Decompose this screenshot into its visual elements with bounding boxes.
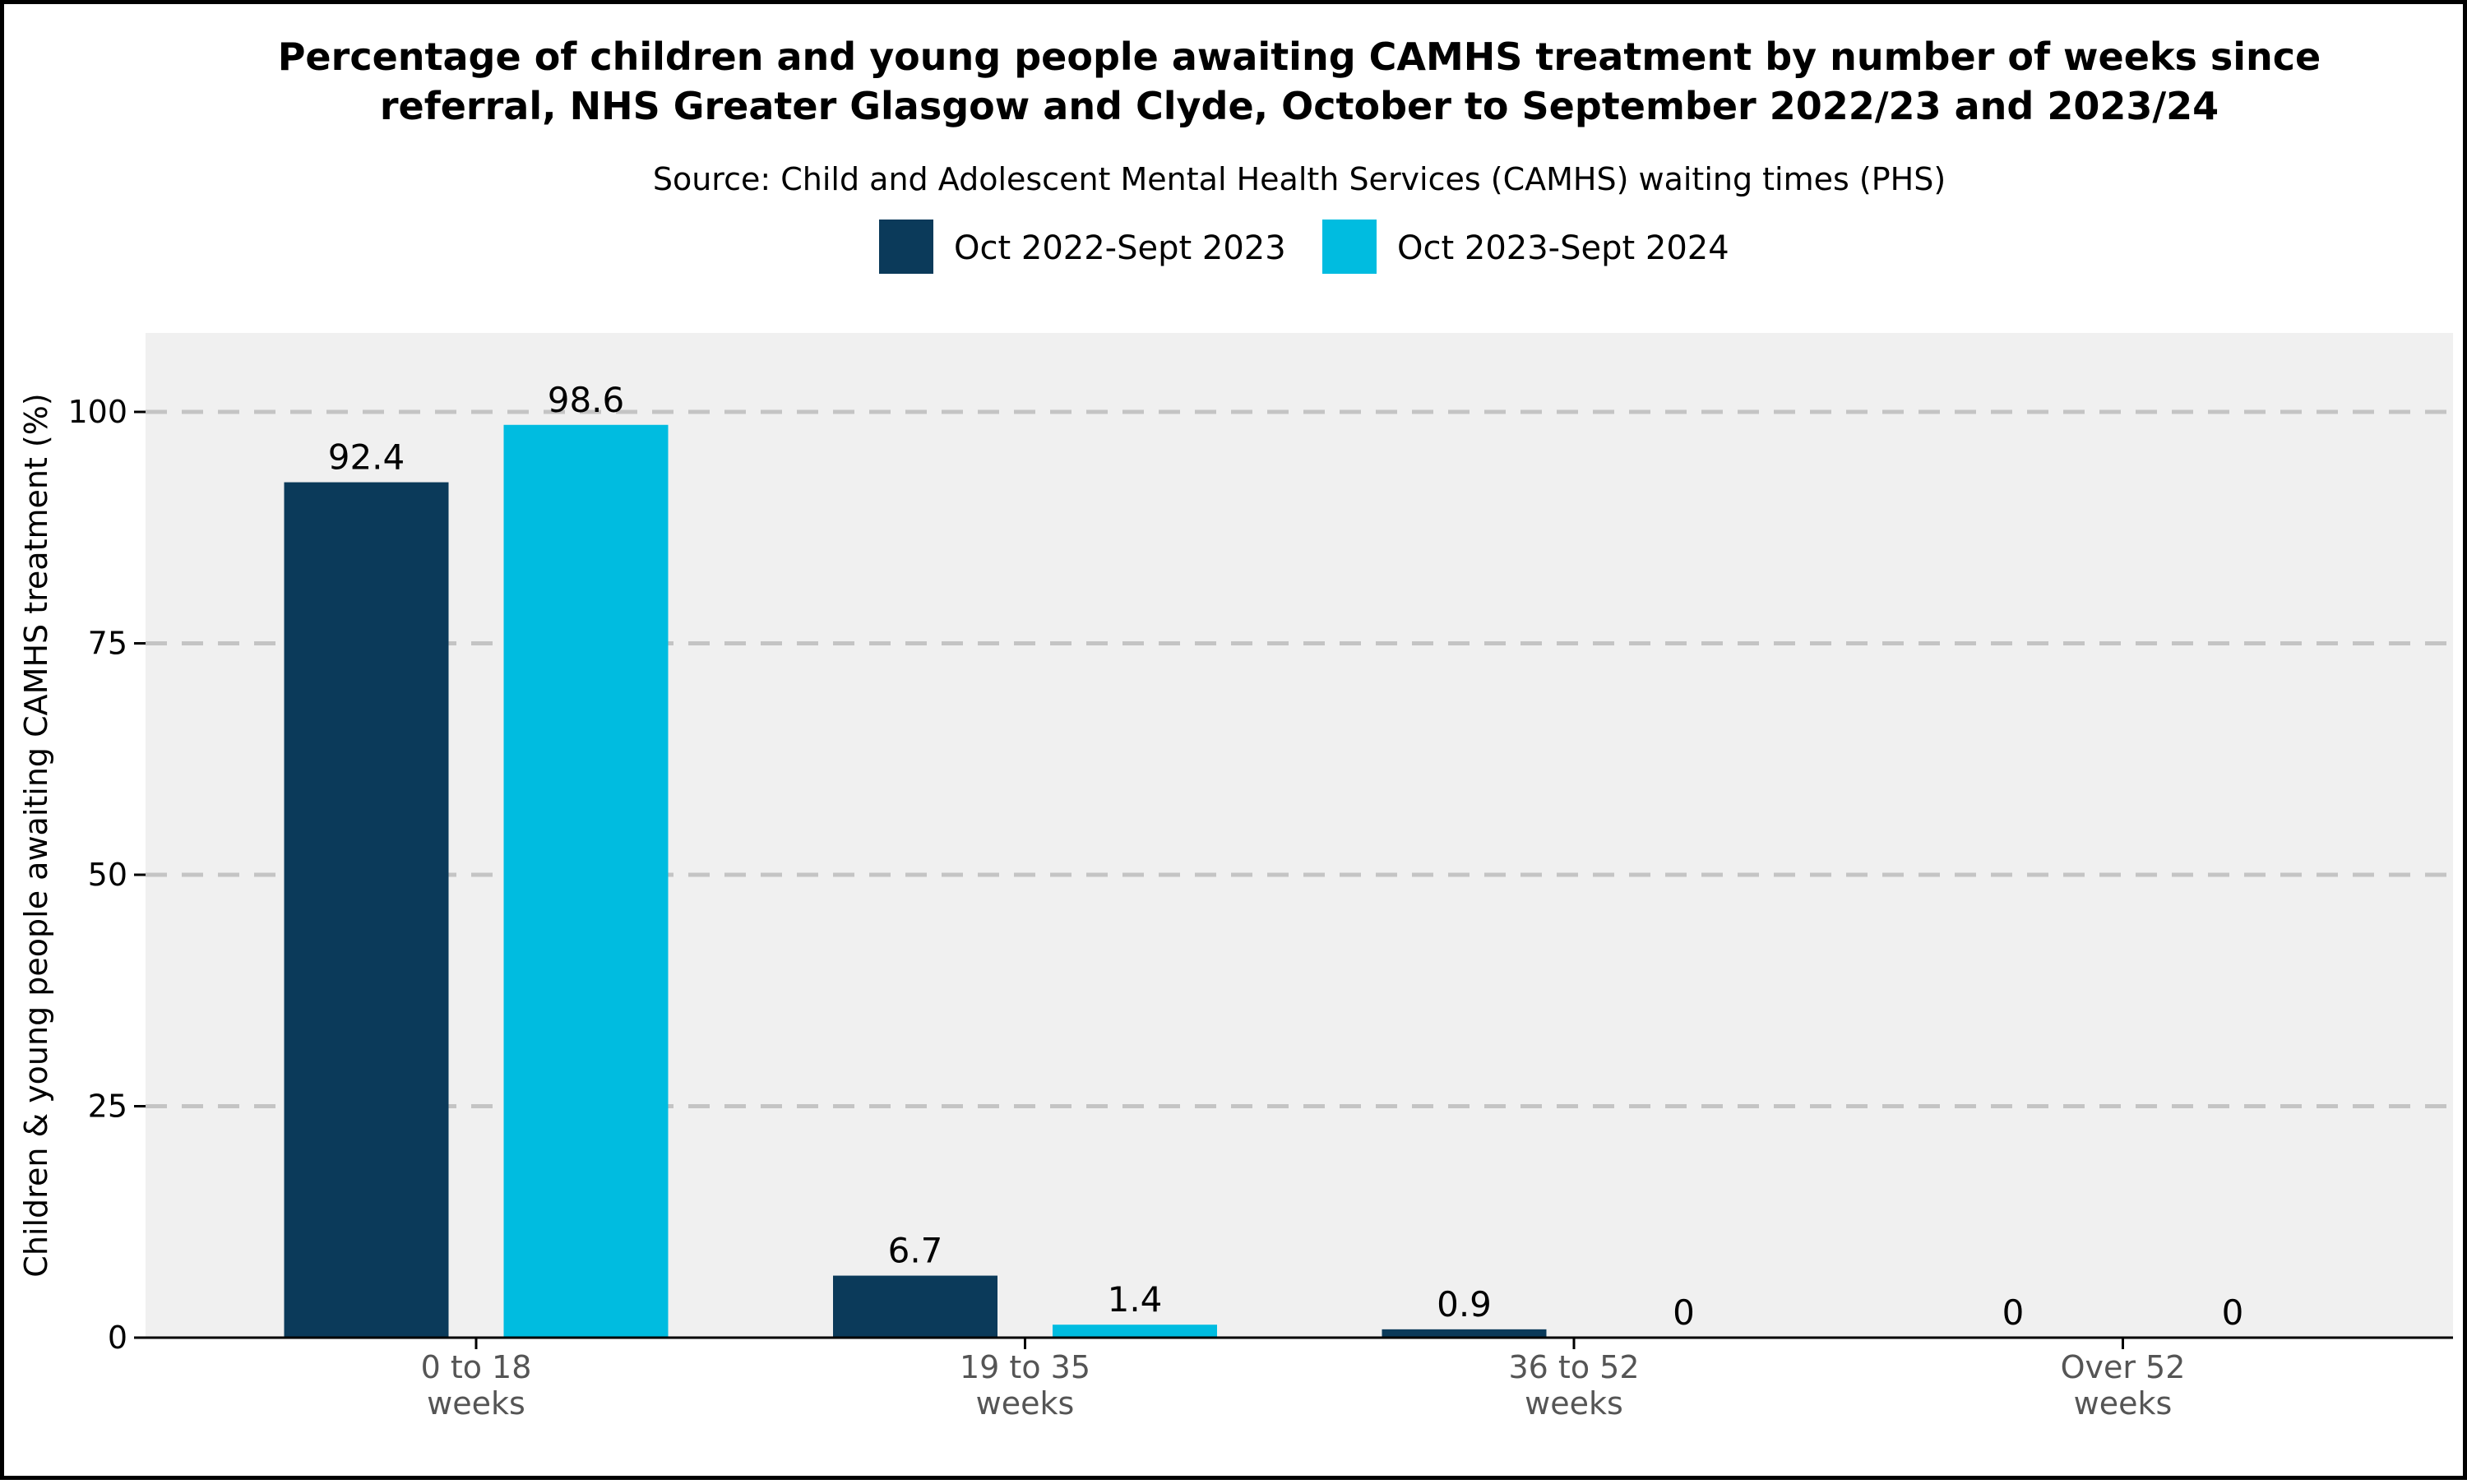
legend-label-1: Oct 2022-Sept 2023 — [954, 229, 1286, 267]
y-axis-label: Children & young people awaiting CAMHS t… — [18, 393, 54, 1277]
chart-subtitle: Source: Child and Adolescent Mental Heal… — [653, 161, 1946, 197]
legend-swatch-2 — [1322, 220, 1377, 274]
y-tick-label-50: 50 — [88, 857, 127, 893]
x-tick-label-3-line-1: 36 to 52 — [1508, 1349, 1639, 1385]
bar-s1-c1 — [284, 482, 449, 1338]
bar-s1-c2 — [833, 1275, 997, 1338]
data-label-s1-c3: 0.9 — [1437, 1284, 1492, 1325]
chart-title-line-2: referral, NHS Greater Glasgow and Clyde,… — [380, 84, 2219, 128]
y-tick-label-25: 25 — [88, 1089, 127, 1125]
y-tick-label-100: 100 — [67, 394, 127, 430]
legend-swatch-1 — [879, 220, 933, 274]
x-tick-label-1-line-1: 0 to 18 — [421, 1349, 532, 1385]
bar-s2-c1 — [503, 424, 669, 1338]
bar-chart: Percentage of children and young people … — [18, 35, 2453, 1422]
bar-s1-c3 — [1382, 1329, 1547, 1338]
x-tick-label-2-line-2: weeks — [976, 1385, 1075, 1422]
data-label-s2-c3: 0 — [1673, 1292, 1695, 1333]
data-label-s2-c1: 98.6 — [548, 380, 625, 420]
x-tick-label-4-line-1: Over 52 — [2061, 1349, 2186, 1385]
data-label-s2-c2: 1.4 — [1108, 1279, 1163, 1320]
data-label-s1-c1: 92.4 — [328, 437, 405, 478]
data-label-s1-c4: 0 — [2002, 1292, 2025, 1333]
chart-title-line-1: Percentage of children and young people … — [278, 35, 2321, 79]
x-tick-label-3-line-2: weeks — [1525, 1385, 1623, 1422]
data-label-s2-c4: 0 — [2222, 1292, 2244, 1333]
x-tick-label-4-line-2: weeks — [2074, 1385, 2173, 1422]
bar-s2-c2 — [1053, 1325, 1217, 1338]
x-tick-label-2-line-1: 19 to 35 — [960, 1349, 1090, 1385]
legend-label-2: Oct 2023-Sept 2024 — [1397, 229, 1729, 267]
y-tick-label-0: 0 — [108, 1320, 127, 1356]
y-tick-label-75: 75 — [88, 626, 127, 662]
plot-panel — [146, 333, 2453, 1338]
x-tick-label-1-line-2: weeks — [427, 1385, 525, 1422]
data-label-s1-c2: 6.7 — [888, 1231, 943, 1271]
